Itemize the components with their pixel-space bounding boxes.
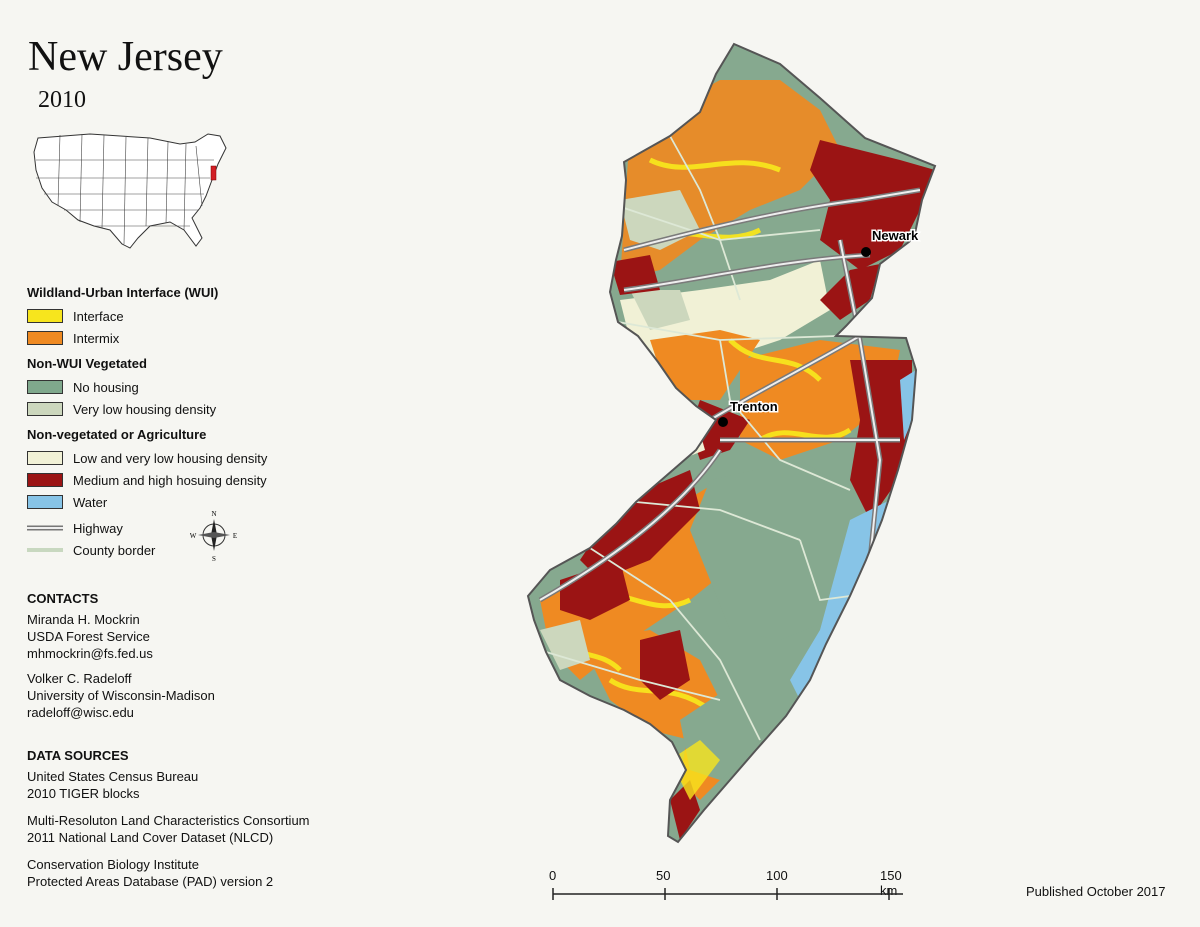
legend-item-label: Water xyxy=(73,494,108,510)
contacts-heading: CONTACTS xyxy=(27,591,99,606)
low-density-swatch xyxy=(27,451,63,465)
legend-item-interface: Interface xyxy=(27,305,327,327)
legend-item-label: Very low housing density xyxy=(73,401,217,417)
intermix-swatch xyxy=(27,331,63,345)
water-swatch xyxy=(27,495,63,509)
legend-item-water: Water xyxy=(27,491,327,513)
legend-heading-non-vegetated: Non-vegetated or Agriculture xyxy=(27,427,207,442)
new-jersey-highlight xyxy=(210,165,217,181)
compass-s: S xyxy=(212,555,216,562)
us-state-lines xyxy=(36,133,214,245)
legend-item-low-density: Low and very low housing density xyxy=(27,447,327,469)
scale-label-0: 0 xyxy=(549,868,557,883)
source-line: United States Census Bureau xyxy=(27,769,199,784)
legend-item-high-density: Medium and high hosuing density xyxy=(27,469,327,491)
us-outline xyxy=(33,133,227,249)
legend-item-very-low-density: Very low housing density xyxy=(27,398,327,420)
compass-w: W xyxy=(190,532,197,540)
legend-item-label: Highway xyxy=(73,520,123,536)
map-title: New Jersey xyxy=(28,34,223,80)
no-housing-swatch xyxy=(27,380,63,394)
interface-swatch xyxy=(27,309,63,323)
city-label-trenton: Trenton xyxy=(730,399,778,414)
legend-item-label: County border xyxy=(73,542,156,558)
legend-item-intermix: Intermix xyxy=(27,327,327,349)
city-trenton: Trenton xyxy=(718,398,779,427)
legend-item-highway: Highway xyxy=(27,517,327,539)
scale-label-100: 100 xyxy=(766,868,788,883)
contact-org: University of Wisconsin-Madison xyxy=(27,688,215,703)
legend-heading-wui: Wildland-Urban Interface (WUI) xyxy=(27,285,219,300)
compass-e: E xyxy=(233,532,237,540)
legend-item-county-border: County border xyxy=(27,539,327,561)
source-line: 2010 TIGER blocks xyxy=(27,786,140,801)
county-border-line-icon xyxy=(27,548,63,552)
highway-line-icon xyxy=(27,525,63,531)
data-sources-section: DATA SOURCES United States Census Bureau… xyxy=(27,747,310,890)
very-low-density-swatch xyxy=(27,402,63,416)
contact-org: USDA Forest Service xyxy=(27,629,150,644)
legend-heading-vegetated: Non-WUI Vegetated xyxy=(27,356,147,371)
legend: Wildland-Urban Interface (WUI) Interface… xyxy=(27,284,327,561)
published-date: Published October 2017 xyxy=(1026,884,1166,899)
scale-bar: 0 50 100 150 km xyxy=(540,868,910,908)
city-label-newark: Newark xyxy=(872,228,919,243)
map-year: 2010 xyxy=(38,87,86,113)
source-line: Conservation Biology Institute xyxy=(27,857,199,872)
source-line: Multi-Resoluton Land Characteristics Con… xyxy=(27,813,310,828)
legend-item-label: No housing xyxy=(73,379,139,395)
scale-line xyxy=(552,888,903,900)
city-newark: Newark xyxy=(861,227,921,257)
county-borders xyxy=(545,135,851,741)
contact-email[interactable]: mhmockrin@fs.fed.us xyxy=(27,646,153,661)
data-sources-heading: DATA SOURCES xyxy=(27,748,129,763)
legend-item-no-housing: No housing xyxy=(27,376,327,398)
source-line: Protected Areas Database (PAD) version 2 xyxy=(27,874,274,889)
new-jersey-outline xyxy=(526,42,937,844)
high-density-swatch xyxy=(27,473,63,487)
us-locator-map xyxy=(33,133,227,249)
contact-email[interactable]: radeloff@wisc.edu xyxy=(27,705,134,720)
legend-item-label: Low and very low housing density xyxy=(73,450,268,466)
highways xyxy=(538,187,921,603)
legend-item-label: Intermix xyxy=(73,330,120,346)
source-line: 2011 National Land Cover Dataset (NLCD) xyxy=(27,830,274,845)
compass-n: N xyxy=(211,510,216,518)
new-jersey-map: Newark Trenton xyxy=(526,42,937,844)
legend-item-label: Medium and high hosuing density xyxy=(73,472,267,488)
contact-name: Volker C. Radeloff xyxy=(27,671,132,686)
contact-name: Miranda H. Mockrin xyxy=(27,612,140,627)
scale-label-50: 50 xyxy=(656,868,671,883)
compass-rose-icon: N S E W xyxy=(190,510,237,562)
legend-item-label: Interface xyxy=(73,308,124,324)
contacts-section: CONTACTS Miranda H. Mockrin USDA Forest … xyxy=(27,590,215,721)
